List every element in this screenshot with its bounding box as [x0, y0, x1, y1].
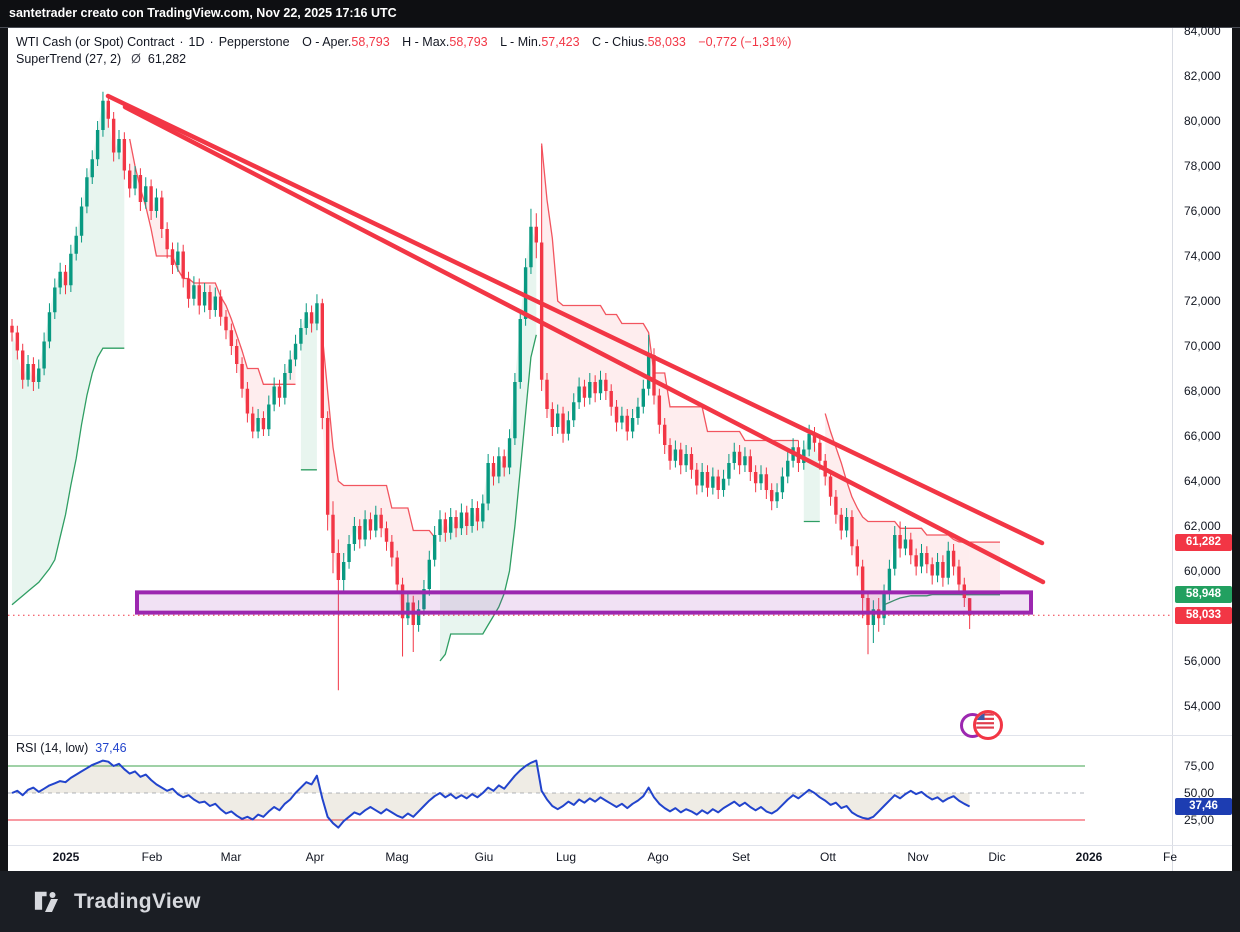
rsi-pane	[8, 759, 1085, 829]
price-badge-supertrend2: 58,948	[1175, 586, 1232, 604]
attribution-text: santetrader creato con TradingView.com, …	[9, 6, 397, 20]
price-tick: 72,000	[1184, 294, 1221, 308]
time-tick: Mar	[220, 850, 242, 864]
rsi-line	[11, 759, 971, 829]
price-tick: 66,000	[1184, 429, 1221, 443]
change-label: −0,772 (−1,31%)	[698, 35, 792, 49]
ohlc-open: O - Aper.58,793	[302, 35, 390, 49]
price-tick: 70,000	[1184, 339, 1221, 353]
price-tick: 54,000	[1184, 699, 1221, 713]
price-tick: 60,000	[1184, 564, 1221, 578]
price-tick: 56,000	[1184, 654, 1221, 668]
rsi-tick: 50,00	[1184, 786, 1215, 800]
rsi-value-badge: 37,46	[1175, 798, 1232, 816]
time-tick: Ott	[819, 850, 837, 864]
time-tick: Ago	[647, 850, 669, 864]
chart-panel[interactable]: WTI Cash (or Spot) Contract · 1D · Peppersto…	[8, 24, 1232, 871]
price-axis-border	[1172, 28, 1173, 871]
price-tick: 76,000	[1184, 204, 1221, 218]
symbol-title[interactable]: WTI Cash (or Spot) Contract	[16, 35, 175, 49]
price-badge-supertrend: 61,282	[1175, 533, 1232, 551]
price-tick: 62,000	[1184, 519, 1221, 533]
time-tick: Giu	[474, 850, 494, 864]
interval-label[interactable]: 1D	[188, 35, 205, 49]
time-tick: 2025	[52, 850, 80, 864]
legend-separator: ·	[179, 35, 184, 49]
price-badge-last: 58,033	[1175, 606, 1232, 624]
supertrend-legend: SuperTrend (27, 2) Ø 61,282	[16, 52, 186, 66]
rsi-title[interactable]: RSI (14, low)	[16, 741, 89, 755]
price-tick: 80,000	[1184, 114, 1221, 128]
price-tick: 78,000	[1184, 159, 1221, 173]
brand-name[interactable]: TradingView	[74, 889, 201, 913]
price-tick: 74,000	[1184, 249, 1221, 263]
rsi-tick: 25,00	[1184, 813, 1215, 827]
legend-separator: ·	[209, 35, 214, 49]
downtrend-line[interactable]	[122, 104, 1046, 585]
us-flag-icon	[973, 710, 1003, 740]
economic-event-icon[interactable]	[958, 708, 1006, 742]
pane-separator[interactable]	[8, 735, 1232, 736]
time-tick: Nov	[907, 850, 929, 864]
ohlc-low: L - Min.57,423	[500, 35, 580, 49]
price-tick: 64,000	[1184, 474, 1221, 488]
supertrend-title[interactable]: SuperTrend (27, 2)	[16, 52, 122, 66]
time-tick: 2026	[1075, 850, 1103, 864]
supertrend-value: 61,282	[147, 52, 187, 66]
downtrend-line[interactable]	[105, 93, 1045, 546]
time-tick: Mag	[385, 850, 409, 864]
footer-bar: TradingView	[0, 871, 1240, 932]
time-tick: Lug	[555, 850, 577, 864]
price-tick: 68,000	[1184, 384, 1221, 398]
rsi-tick: 75,00	[1184, 759, 1215, 773]
time-tick: Feb	[141, 850, 163, 864]
supertrend2-line	[883, 593, 1000, 606]
price-chart-svg[interactable]	[8, 28, 1232, 871]
rsi-legend: RSI (14, low) 37,46	[16, 741, 127, 755]
time-tick: Apr	[305, 850, 325, 864]
rsi-value: 37,46	[95, 741, 127, 755]
supertrend-layer	[11, 100, 1000, 662]
time-tick: Set	[731, 850, 751, 864]
axis-separator	[8, 845, 1232, 846]
time-tick: Fe	[1162, 850, 1178, 864]
supertrend-symbol: Ø	[131, 52, 141, 66]
symbol-legend: WTI Cash (or Spot) Contract · 1D · Peppersto…	[16, 35, 791, 49]
support-zone-rectangle[interactable]	[135, 590, 1033, 615]
watermark-bar: santetrader creato con TradingView.com, …	[0, 0, 1240, 28]
ohlc-close: C - Chius.58,033	[592, 35, 686, 49]
time-tick: Dic	[988, 850, 1006, 864]
price-tick: 82,000	[1184, 69, 1221, 83]
price-tick: 84,000	[1184, 24, 1221, 38]
ohlc-high: H - Max.58,793	[402, 35, 488, 49]
broker-label: Pepperstone	[218, 35, 290, 49]
tradingview-logo[interactable]	[34, 890, 64, 914]
